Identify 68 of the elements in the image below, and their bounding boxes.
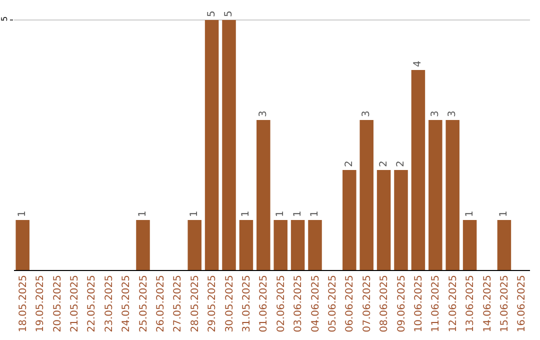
- x-tick-label: 30.05.2025: [224, 275, 236, 332]
- data-label: 3: [447, 110, 458, 117]
- data-label: 2: [344, 160, 355, 167]
- data-label: 1: [464, 210, 476, 217]
- x-tick-label: 15.06.2025: [499, 275, 510, 332]
- data-label: 1: [240, 210, 252, 217]
- x-tick-label: 28.05.2025: [190, 275, 201, 332]
- bar: [462, 220, 477, 270]
- bar: [497, 220, 512, 270]
- x-tick-label: 29.05.2025: [207, 275, 218, 332]
- x-tick-label: 25.05.2025: [138, 275, 150, 332]
- bar: [342, 170, 356, 270]
- data-label: 2: [378, 160, 390, 167]
- x-tick-label: 24.05.2025: [121, 275, 132, 332]
- bar: [290, 220, 305, 270]
- data-label: 3: [430, 110, 441, 117]
- x-tick-label: 02.06.2025: [276, 275, 287, 332]
- data-label: 1: [189, 210, 200, 217]
- x-tick-label: 05.06.2025: [327, 275, 338, 332]
- x-tick-label: 22.05.2025: [86, 275, 98, 332]
- x-tick-label: 10.06.2025: [413, 275, 424, 332]
- bar: [394, 170, 408, 270]
- x-tick-label: 31.05.2025: [241, 275, 252, 332]
- bar: [411, 70, 426, 270]
- data-label: 1: [292, 210, 304, 217]
- bar: [256, 120, 270, 270]
- data-label: 1: [498, 210, 510, 217]
- bar: [360, 120, 374, 270]
- bar: [16, 220, 30, 270]
- x-tick-label: 01.06.2025: [258, 275, 270, 332]
- bar: [428, 120, 442, 270]
- x-tick-label: 12.06.2025: [448, 275, 459, 332]
- x-tick-label: 21.05.2025: [69, 275, 80, 332]
- x-tick-label: 16.06.2025: [516, 275, 528, 332]
- x-tick-label: 23.05.2025: [104, 275, 115, 332]
- x-tick-label: 27.05.2025: [172, 275, 184, 332]
- x-tick-label: 18.05.2025: [18, 275, 29, 332]
- bar: [308, 220, 322, 270]
- bar: [188, 220, 202, 270]
- bar: [136, 220, 150, 270]
- x-tick-label: 09.06.2025: [396, 275, 408, 332]
- x-tick-label: 13.06.2025: [465, 275, 476, 332]
- bar: [376, 170, 391, 270]
- bar: [204, 20, 219, 270]
- x-tick-label: 04.06.2025: [310, 275, 322, 332]
- data-label: 2: [396, 160, 406, 167]
- bar: [222, 20, 236, 270]
- data-label: 1: [310, 210, 320, 217]
- data-label: 1: [275, 210, 286, 217]
- data-label: 3: [361, 110, 372, 117]
- data-label: 5: [224, 10, 234, 17]
- x-tick-label: 14.06.2025: [482, 275, 494, 332]
- x-tick-label: 20.05.2025: [52, 275, 64, 332]
- x-tick-label: 08.06.2025: [379, 275, 390, 332]
- data-label: 1: [138, 210, 148, 217]
- bar: [239, 220, 254, 270]
- x-tick-label: 26.05.2025: [155, 275, 166, 332]
- x-tick-label: 03.06.2025: [293, 275, 304, 332]
- x-tick-label: 06.06.2025: [344, 275, 356, 332]
- x-tick-label: 19.05.2025: [35, 275, 46, 332]
- x-tick-label: 07.06.2025: [362, 275, 373, 332]
- data-label: 4: [412, 60, 424, 67]
- data-label: 5: [206, 10, 218, 17]
- data-label: 3: [258, 110, 269, 117]
- data-label: 1: [17, 210, 28, 217]
- bar: [446, 120, 460, 270]
- x-tick-label: 11.06.2025: [430, 275, 442, 332]
- bar: [274, 220, 288, 270]
